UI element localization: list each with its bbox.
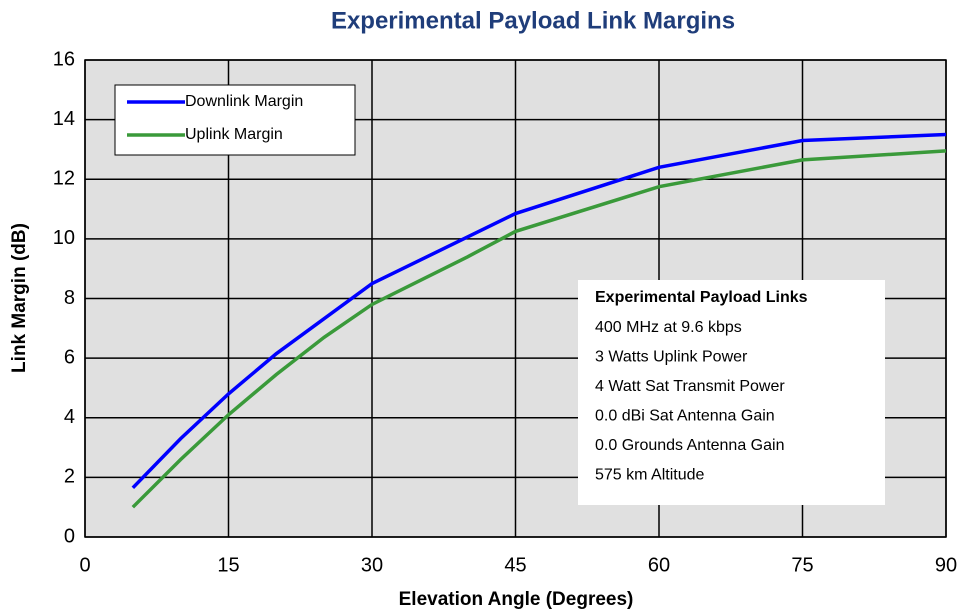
x-tick-label: 90: [935, 554, 957, 576]
annotation-box: [578, 280, 885, 505]
annotation-line: 4 Watt Sat Transmit Power: [595, 378, 785, 395]
y-tick-label: 2: [64, 466, 75, 488]
legend-box: [114, 84, 356, 156]
annotation-line: 0.0 Grounds Antenna Gain: [595, 437, 784, 454]
y-tick-label: 8: [64, 287, 75, 309]
y-tick-label: 10: [53, 227, 75, 249]
x-tick-label: 15: [217, 554, 239, 576]
plot-border: [84, 59, 947, 538]
x-tick-label: 30: [361, 554, 383, 576]
series-line: [131, 149, 947, 509]
chart-title: Experimental Payload Link Margins: [331, 7, 735, 34]
y-tick-label: 14: [53, 108, 75, 130]
annotation-line: 3 Watts Uplink Power: [595, 349, 748, 366]
y-tick-label: 4: [64, 406, 75, 428]
y-axis-label: Link Margin (dB): [9, 223, 30, 373]
x-tick-label: 45: [504, 554, 526, 576]
legend-label: Downlink Margin: [185, 93, 303, 110]
x-tick-label: 0: [79, 554, 90, 576]
y-tick-label: 16: [53, 48, 75, 70]
series-line: [131, 132, 947, 490]
annotation-line: 400 MHz at 9.6 kbps: [595, 319, 742, 336]
y-tick-label: 0: [64, 525, 75, 547]
annotation-line: 0.0 dBi Sat Antenna Gain: [595, 408, 775, 425]
y-tick-label: 6: [64, 346, 75, 368]
x-tick-label: 60: [648, 554, 670, 576]
x-tick-label: 75: [791, 554, 813, 576]
annotation-title: Experimental Payload Links: [595, 289, 808, 306]
x-axis-label: Elevation Angle (Degrees): [399, 589, 634, 610]
y-tick-label: 12: [53, 168, 75, 190]
annotation-line: 575 km Altitude: [595, 467, 705, 484]
legend-label: Uplink Margin: [185, 126, 283, 143]
